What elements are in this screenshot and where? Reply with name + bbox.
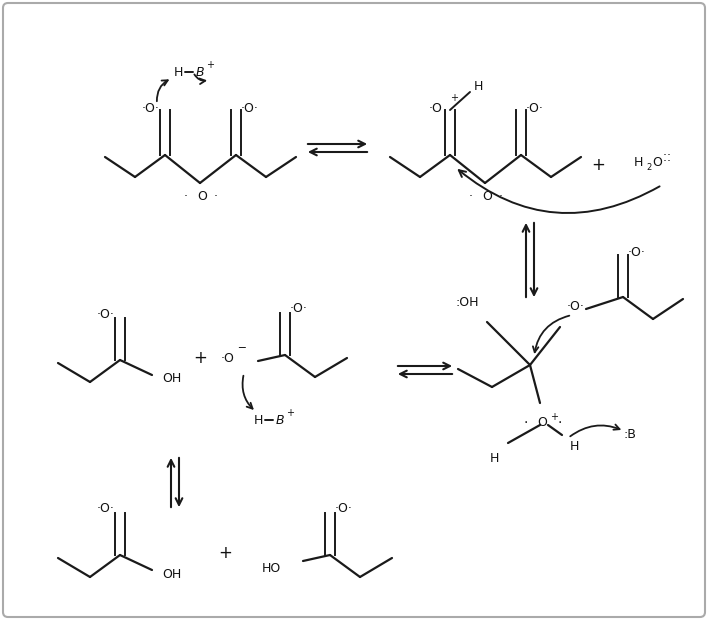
Text: H: H — [474, 81, 483, 94]
Text: +: + — [550, 412, 558, 422]
Text: +: + — [206, 60, 214, 70]
Text: ·O·: ·O· — [628, 247, 646, 260]
Text: ·: · — [184, 190, 188, 203]
Text: H: H — [569, 440, 578, 453]
Text: OH: OH — [162, 567, 182, 580]
Text: 2: 2 — [646, 162, 651, 172]
Text: +: + — [450, 93, 458, 103]
Text: :OH: :OH — [455, 296, 479, 309]
Text: ─: ─ — [239, 342, 246, 352]
Text: ·O·: ·O· — [97, 308, 115, 321]
Text: ·O·: ·O· — [142, 102, 160, 115]
Text: ·O·: ·O· — [526, 102, 544, 115]
Text: +: + — [286, 408, 294, 418]
Text: B: B — [195, 66, 205, 79]
Text: O: O — [197, 190, 207, 203]
Text: ·O·: ·O· — [567, 301, 585, 314]
Text: ·: · — [663, 149, 667, 162]
FancyBboxPatch shape — [3, 3, 705, 617]
Text: ·: · — [558, 416, 562, 430]
Text: B: B — [275, 414, 285, 427]
Text: +: + — [591, 156, 605, 174]
Text: O: O — [652, 156, 662, 169]
Text: ·: · — [667, 156, 671, 169]
Text: :B: :B — [624, 428, 636, 441]
Text: ·: · — [667, 149, 671, 162]
Text: ·O·: ·O· — [335, 502, 353, 515]
Text: ·O·: ·O· — [97, 502, 115, 515]
Text: H: H — [173, 66, 183, 79]
Text: ·: · — [499, 190, 503, 203]
Text: ·O·: ·O· — [290, 303, 308, 316]
Text: H: H — [489, 453, 498, 466]
Text: O: O — [482, 190, 492, 203]
Text: +: + — [193, 349, 207, 367]
Text: ·O: ·O — [221, 353, 235, 366]
Text: OH: OH — [162, 373, 182, 386]
Text: +: + — [218, 544, 232, 562]
Text: O: O — [537, 417, 547, 430]
Text: H: H — [634, 156, 643, 169]
Text: ·O: ·O — [429, 102, 443, 115]
Text: ·O·: ·O· — [241, 102, 259, 115]
Text: ·: · — [214, 190, 218, 203]
Text: HO: HO — [261, 562, 280, 575]
Text: ·: · — [524, 416, 528, 430]
Text: ·: · — [469, 190, 473, 203]
Text: H: H — [253, 414, 263, 427]
Text: ·: · — [663, 156, 667, 169]
